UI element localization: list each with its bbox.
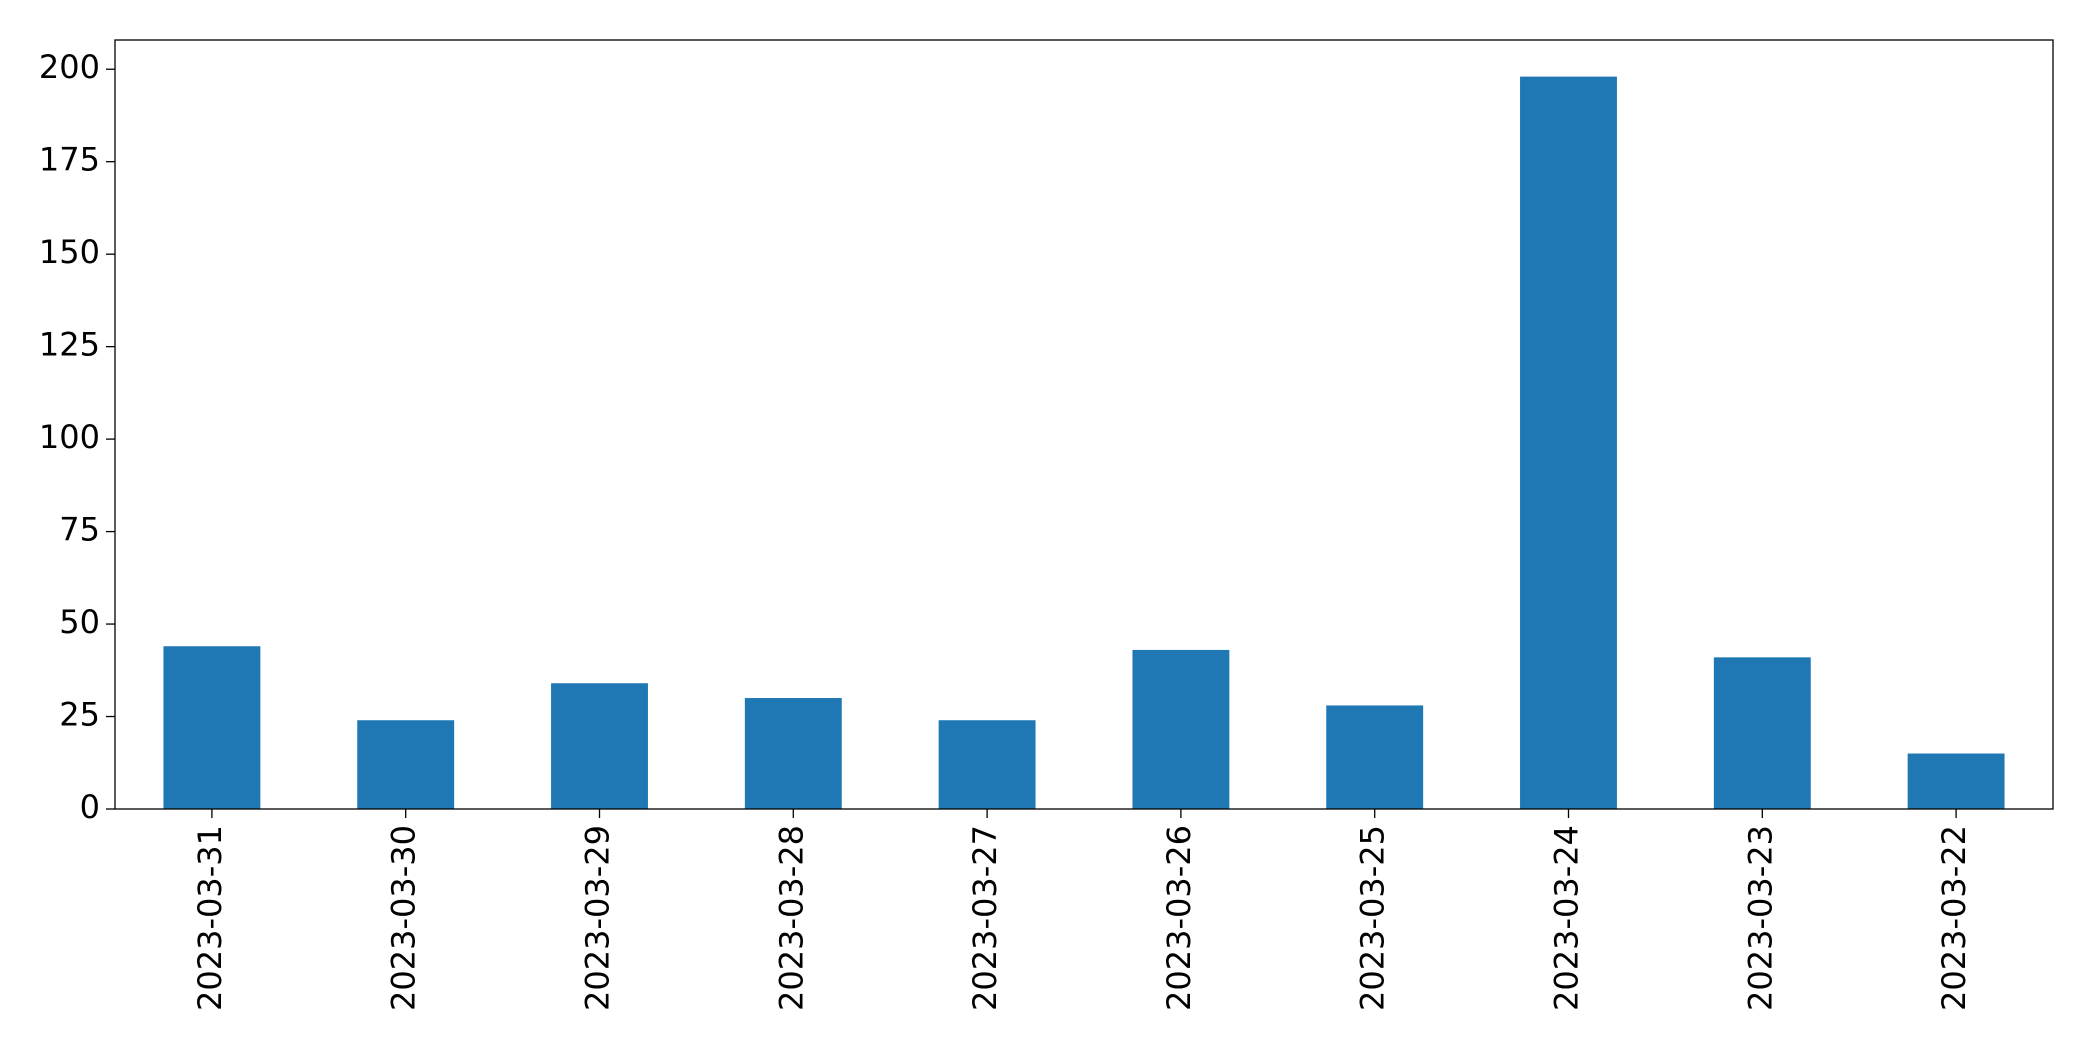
y-tick-label: 175 [39, 141, 100, 179]
x-tick-label: 2023-03-22 [1935, 825, 1973, 1011]
y-tick-label: 200 [39, 48, 100, 86]
bar [1132, 649, 1230, 809]
x-tick-label: 2023-03-29 [579, 825, 617, 1011]
x-tick-label: 2023-03-30 [385, 825, 423, 1011]
bar [938, 720, 1036, 809]
bar [1326, 705, 1424, 809]
x-tick-label: 2023-03-31 [191, 825, 229, 1011]
x-tick-label: 2023-03-23 [1741, 825, 1779, 1011]
x-tick-label: 2023-03-28 [772, 825, 810, 1011]
bar [1907, 753, 2005, 809]
bar [1713, 657, 1811, 809]
y-tick-label: 25 [59, 696, 100, 734]
y-tick-label: 0 [80, 788, 100, 826]
x-tick-label: 2023-03-25 [1354, 825, 1392, 1011]
y-tick-label: 100 [39, 418, 100, 456]
bar [357, 720, 455, 809]
y-tick-label: 125 [39, 326, 100, 364]
bar [744, 698, 842, 809]
x-tick-label: 2023-03-26 [1160, 825, 1198, 1011]
bar [551, 683, 648, 809]
y-tick-label: 75 [59, 511, 100, 549]
plot-frame [114, 39, 2054, 810]
y-tick-label: 150 [39, 233, 100, 271]
x-tick-label: 2023-03-24 [1548, 825, 1586, 1011]
bar [163, 646, 261, 809]
bar [1520, 76, 1617, 810]
x-tick-label: 2023-03-27 [966, 825, 1004, 1011]
y-tick-label: 50 [59, 603, 100, 641]
